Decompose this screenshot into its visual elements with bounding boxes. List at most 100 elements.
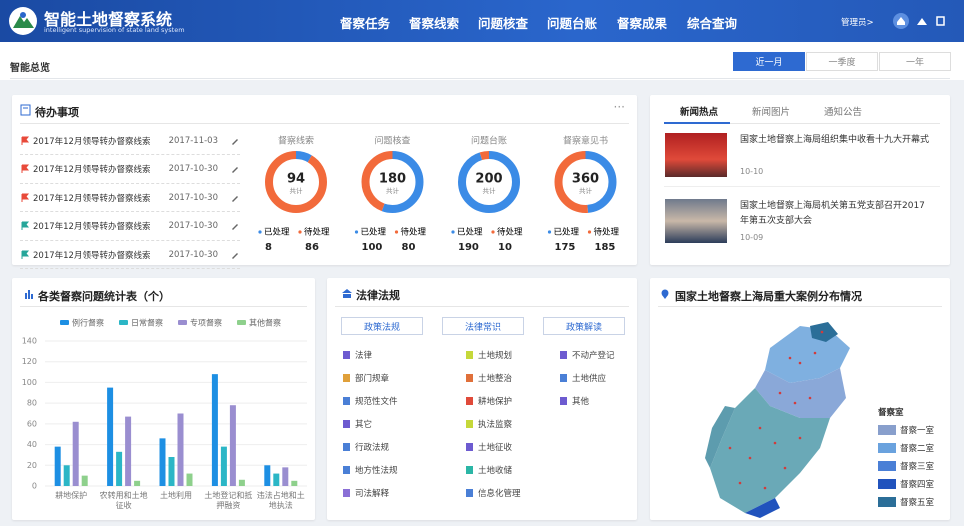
- law-text: 土地整治: [478, 374, 513, 384]
- legend-dot: [451, 230, 455, 234]
- law-item[interactable]: 地方性法规: [343, 464, 398, 476]
- news-tab[interactable]: 新闻图片: [752, 107, 791, 118]
- edit-icon[interactable]: [230, 136, 240, 146]
- news-image[interactable]: [665, 133, 727, 177]
- divider: [20, 123, 629, 124]
- done-value: 190: [458, 242, 479, 253]
- legend-swatch: [60, 320, 69, 325]
- law-item[interactable]: 执法监察: [466, 418, 512, 430]
- user-menu[interactable]: 管理员>: [841, 18, 874, 28]
- legend-label: 督察五室: [900, 498, 935, 508]
- todo-date: 2017-10-30: [168, 192, 218, 203]
- pending-label: 待处理: [497, 227, 523, 238]
- law-text: 耕地保护: [478, 397, 513, 407]
- nav-item[interactable]: 督察线索: [409, 16, 460, 31]
- news-title[interactable]: 国家土地督察上海局机关第五党支部召开2017年第五次支部大会: [740, 201, 925, 226]
- edit-icon[interactable]: [230, 221, 240, 231]
- todo-date: 2017-11-03: [168, 135, 218, 146]
- time-filter[interactable]: 一年: [879, 52, 951, 71]
- bar-chart: 例行督察 日常督察 专项督察 其他督察 0 20 40 60 80 100 120 140: [22, 318, 307, 491]
- chart-panel: 各类督察问题统计表（个） 例行督察 日常督察 专项督察 其他督察 0 20 40 60 80 10…: [12, 278, 315, 520]
- law-icon: [343, 351, 350, 359]
- done-value: 100: [362, 242, 383, 253]
- law-icon: [560, 397, 567, 405]
- todo-text: 2017年12月领导转办督察线索: [33, 193, 151, 204]
- law-item[interactable]: 司法解释: [343, 487, 389, 499]
- edit-icon[interactable]: [230, 193, 240, 203]
- law-button[interactable]: 政策解读: [543, 317, 625, 335]
- todo-item[interactable]: 2017年12月领导转办督察线索 2017-11-03: [20, 127, 240, 155]
- law-item[interactable]: 土地收储: [466, 464, 512, 476]
- flag: [21, 250, 30, 259]
- legend-swatch: [878, 497, 896, 507]
- bar: [159, 438, 166, 486]
- law-icon: [343, 420, 350, 428]
- news-tab[interactable]: 新闻热点: [680, 107, 719, 118]
- law-item[interactable]: 其他: [560, 395, 589, 407]
- nav-item[interactable]: 综合查询: [687, 16, 738, 31]
- todo-item[interactable]: 2017年12月领导转办督察线索 2017-10-30: [20, 241, 240, 270]
- law-button[interactable]: 政策法规: [341, 317, 423, 335]
- bar: [220, 446, 227, 486]
- law-item[interactable]: 土地征收: [466, 441, 512, 453]
- nav-item[interactable]: 督察成果: [617, 16, 668, 31]
- bar: [63, 465, 70, 486]
- law-item[interactable]: 土地规划: [466, 349, 512, 361]
- law-item[interactable]: 行政法规: [343, 441, 389, 453]
- todo-item[interactable]: 2017年12月领导转办督察线索 2017-10-30: [20, 184, 240, 213]
- law-item[interactable]: 耕地保护: [466, 395, 512, 407]
- law-item[interactable]: 土地供应: [560, 372, 606, 384]
- divider: [664, 123, 940, 124]
- legend-label: 日常督察: [131, 318, 163, 328]
- law-item[interactable]: 部门规章: [343, 372, 389, 384]
- stat-total: 200: [475, 172, 502, 187]
- law-item[interactable]: 信息化管理: [466, 487, 521, 499]
- divider: [20, 306, 307, 307]
- chart-icon: [25, 290, 33, 299]
- edit-icon[interactable]: [230, 250, 240, 260]
- logo: [9, 7, 37, 35]
- law-item[interactable]: 法律: [343, 349, 372, 361]
- done-value: 8: [265, 242, 272, 253]
- pending-arc: [458, 151, 520, 213]
- y-tick-label: 100: [22, 378, 37, 387]
- law-icon: [343, 374, 350, 382]
- nav-item[interactable]: 督察任务: [340, 16, 391, 31]
- more[interactable]: ···: [613, 100, 625, 114]
- time-filter[interactable]: 一季度: [806, 52, 878, 71]
- stat-total: 94: [287, 172, 305, 187]
- law-item[interactable]: 规范性文件: [343, 395, 398, 407]
- edit-icon[interactable]: [230, 164, 240, 174]
- law-icon: [466, 443, 473, 451]
- bar: [229, 405, 236, 486]
- news-tab[interactable]: 通知公告: [824, 107, 863, 118]
- bar: [134, 480, 141, 486]
- law-button[interactable]: 法律常识: [442, 317, 524, 335]
- todo-item[interactable]: 2017年12月领导转办督察线索 2017-10-30: [20, 156, 240, 184]
- news-title[interactable]: 国家土地督察上海局组织集中收看十九大开幕式: [740, 135, 930, 145]
- bar: [273, 473, 280, 486]
- todo-item[interactable]: 2017年12月领导转办督察线索 2017-10-30: [20, 213, 240, 241]
- legend-swatch: [878, 443, 896, 453]
- flag: [21, 164, 30, 174]
- pending-arc: [554, 151, 617, 213]
- law-item[interactable]: 不动产登记: [560, 349, 615, 361]
- nav-item[interactable]: 问题核查: [478, 16, 529, 31]
- news-panel: 新闻热点 新闻图片 通知公告 国家土地督察上海局组织集中收看十九大开幕式 10-10 国…: [650, 95, 950, 265]
- map-icon: [661, 289, 669, 299]
- pending-label: 待处理: [401, 227, 427, 238]
- done-value: 175: [555, 242, 576, 253]
- law-item[interactable]: 土地整治: [466, 372, 512, 384]
- legend-dot: [354, 230, 359, 234]
- legend-title: 督察室: [878, 408, 904, 418]
- legend-label: 专项督察: [190, 318, 222, 328]
- bar: [186, 473, 193, 486]
- pending-value: 10: [498, 242, 512, 253]
- legend-swatch: [178, 320, 187, 325]
- time-filter[interactable]: 近一月: [733, 52, 805, 71]
- law-item[interactable]: 其它: [343, 418, 372, 430]
- news-image[interactable]: [665, 199, 727, 243]
- nav-item[interactable]: 问题台账: [547, 16, 598, 31]
